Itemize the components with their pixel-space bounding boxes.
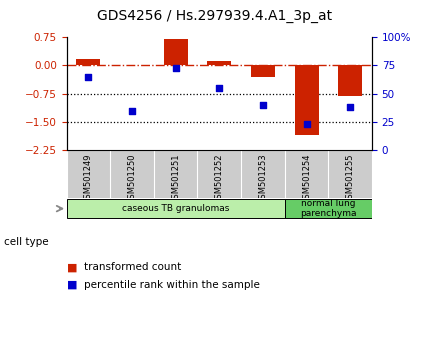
Point [347, 104, 353, 110]
Text: GSM501255: GSM501255 [346, 154, 355, 204]
Text: GSM501252: GSM501252 [215, 154, 224, 204]
Bar [164, 39, 187, 65]
Text: GSM501249: GSM501249 [84, 154, 93, 204]
Text: ■: ■ [67, 262, 77, 272]
Bar [295, 65, 319, 135]
Text: caseous TB granulomas: caseous TB granulomas [122, 204, 229, 213]
Bar [77, 59, 101, 65]
Text: GSM501250: GSM501250 [128, 154, 137, 204]
Text: GSM501251: GSM501251 [171, 154, 180, 204]
Point [85, 74, 92, 80]
Text: percentile rank within the sample: percentile rank within the sample [84, 280, 260, 290]
Bar [285, 199, 372, 218]
Bar [207, 61, 231, 65]
Bar [67, 199, 285, 218]
Text: ■: ■ [67, 280, 77, 290]
Point [129, 108, 135, 113]
Bar [338, 65, 362, 96]
Text: cell type: cell type [4, 238, 49, 247]
Bar [251, 65, 275, 77]
Point [259, 102, 266, 108]
Text: GSM501253: GSM501253 [258, 154, 267, 205]
Text: normal lung
parenchyma: normal lung parenchyma [300, 199, 356, 218]
Point [172, 65, 179, 70]
Text: GSM501254: GSM501254 [302, 154, 311, 204]
Text: GDS4256 / Hs.297939.4.A1_3p_at: GDS4256 / Hs.297939.4.A1_3p_at [98, 9, 332, 23]
Text: transformed count: transformed count [84, 262, 181, 272]
Point [216, 85, 223, 91]
Point [303, 121, 310, 127]
